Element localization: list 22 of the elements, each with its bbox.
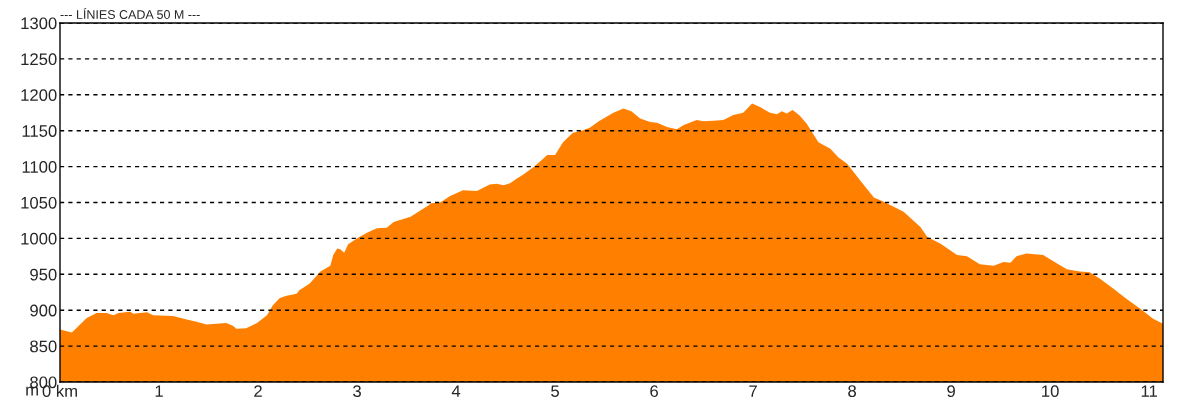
- y-tick-label: 850: [30, 340, 57, 353]
- y-tick-label: 1150: [22, 125, 57, 137]
- x-tick-label: 4: [451, 385, 461, 397]
- x-tick-label: 3: [353, 385, 361, 398]
- y-tick-label: 1000: [21, 232, 57, 245]
- x-tick-label: 9: [947, 385, 955, 398]
- x-tick-label: 11: [1141, 385, 1157, 397]
- x-tick-label: 1: [155, 385, 163, 397]
- y-tick-label: 1100: [22, 161, 57, 173]
- y-tick-label: 950: [30, 268, 57, 281]
- chart-title: --- LÍNIES CADA 50 M ---: [60, 7, 200, 19]
- y-tick-label: 1300: [21, 17, 57, 30]
- y-tick-label: 1200: [21, 89, 57, 101]
- y-tick-label: 900: [30, 304, 57, 317]
- y-tick-label: 1250: [21, 53, 57, 66]
- x-tick-label: 6: [650, 385, 658, 398]
- y-tick-label: 1050: [21, 196, 57, 209]
- x-tick-label: 5: [551, 385, 559, 398]
- x-tick-label: 10: [1042, 385, 1059, 398]
- x-tick-label: 8: [848, 385, 857, 398]
- x-tick-label: 7: [749, 385, 757, 397]
- x-tick-label: 2: [254, 385, 262, 397]
